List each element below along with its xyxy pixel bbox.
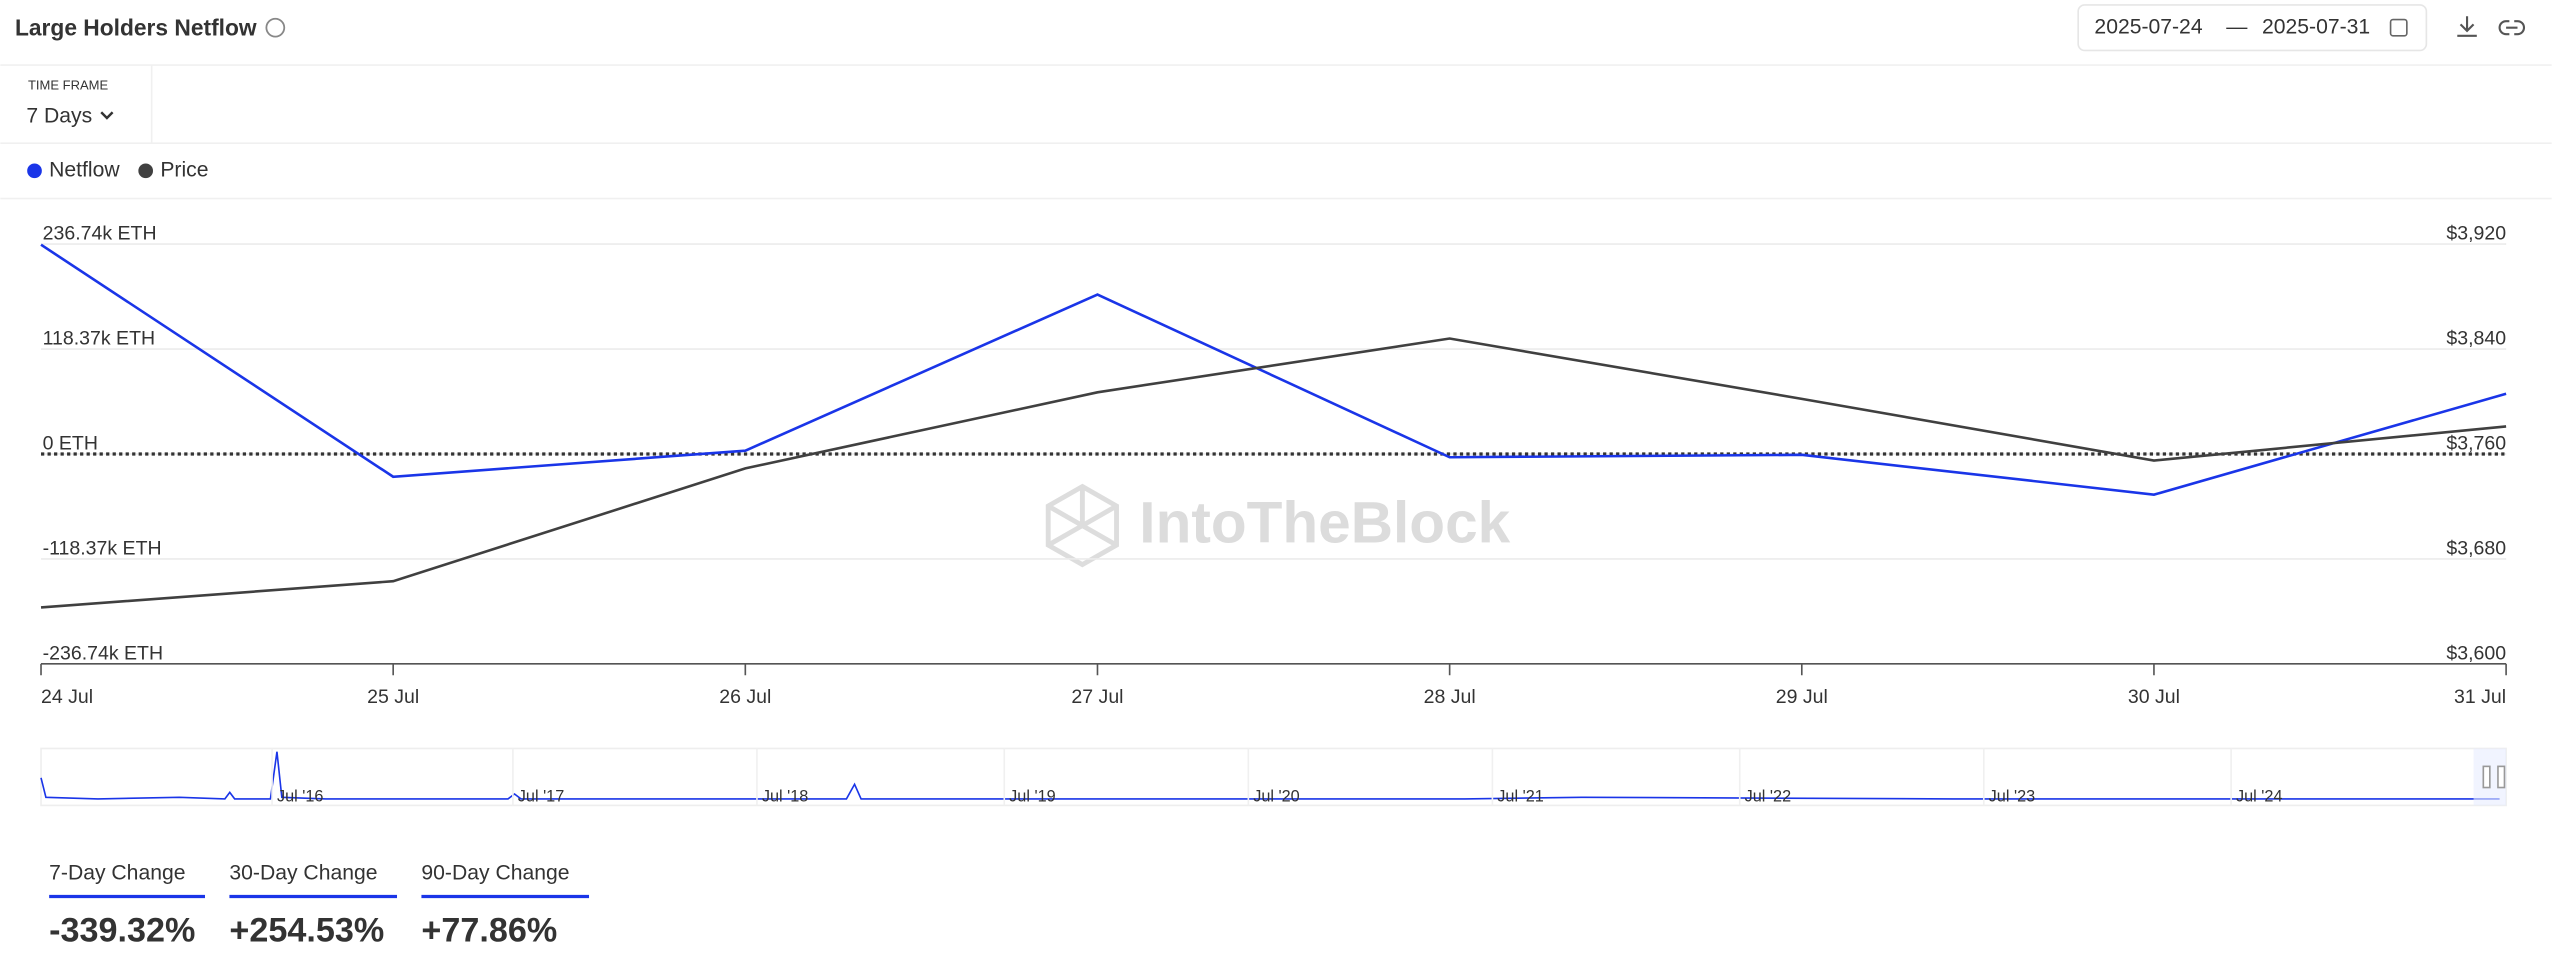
y2-tick-label: $3,840 [2446, 327, 2506, 349]
timeframe-label: TIME FRAME [28, 78, 108, 93]
x-tick-label: 24 Jul [41, 686, 93, 708]
calendar-icon[interactable] [2389, 18, 2408, 37]
link-icon[interactable] [2498, 20, 2526, 36]
x-tick-label: 30 Jul [2128, 686, 2180, 708]
navigator-label: Jul '22 [1745, 788, 1792, 806]
navigator-label: Jul '17 [518, 788, 565, 806]
navigator-sparkline [40, 751, 2500, 800]
navigator-label: Jul '23 [1989, 788, 2036, 806]
date-range[interactable] [2077, 4, 2428, 52]
timeframe-value[interactable]: 7 Days [26, 105, 92, 128]
series-line [40, 337, 2507, 609]
y-tick-label: 236.74k ETH [43, 222, 157, 244]
y2-tick-label: $3,680 [2446, 537, 2506, 559]
download-icon[interactable] [2457, 16, 2477, 37]
legend-marker [27, 163, 42, 179]
navigator-handle[interactable] [2482, 765, 2491, 789]
navigator[interactable] [40, 747, 2507, 807]
stat-value: +254.53% [229, 911, 384, 949]
navigator-label: Jul '16 [277, 788, 324, 806]
date-from: 2025-07-24 [2094, 15, 2202, 38]
legend-marker [138, 163, 154, 179]
x-tick-label: 27 Jul [1071, 686, 1123, 708]
date-to: 2025-07-31 [2262, 15, 2370, 38]
stat-label[interactable]: 7-Day Change [49, 861, 185, 884]
x-tick-label: 26 Jul [719, 686, 771, 708]
stat-label[interactable]: 90-Day Change [421, 861, 569, 884]
y2-tick-label: $3,600 [2446, 642, 2506, 664]
x-tick-label: 31 Jul [2454, 686, 2506, 708]
navigator-label: Jul '21 [1497, 788, 1544, 806]
navigator-label: Jul '19 [1009, 788, 1056, 806]
legend-label[interactable]: Price [160, 158, 208, 181]
y-tick-label: -118.37k ETH [43, 537, 162, 559]
legend-label[interactable]: Netflow [49, 158, 120, 181]
x-tick-label: 25 Jul [367, 686, 419, 708]
navigator-label: Jul '20 [1253, 788, 1300, 806]
watermark-logo [1045, 483, 1119, 568]
x-tick-label: 28 Jul [1424, 686, 1476, 708]
y-tick-label: 0 ETH [43, 432, 98, 454]
stat-label[interactable]: 30-Day Change [229, 861, 377, 884]
help-icon[interactable] [265, 17, 286, 38]
series-line [40, 243, 2507, 496]
y-tick-label: 118.37k ETH [43, 327, 155, 349]
title: Large Holders Netflow [15, 14, 257, 40]
x-tick-label: 29 Jul [1776, 686, 1828, 708]
y2-tick-label: $3,760 [2446, 432, 2506, 454]
navigator-label: Jul '24 [2236, 788, 2283, 806]
stat-value: -339.32% [49, 911, 195, 949]
date-separator: — [2226, 15, 2248, 38]
navigator-label: Jul '18 [762, 788, 809, 806]
y2-tick-label: $3,920 [2446, 222, 2506, 244]
stat-value: +77.86% [421, 911, 557, 949]
watermark: IntoTheBlock [1139, 491, 1510, 556]
y-tick-label: -236.74k ETH [43, 642, 163, 664]
dropdown-chevron[interactable] [100, 111, 114, 120]
navigator-handle[interactable] [2497, 765, 2506, 789]
